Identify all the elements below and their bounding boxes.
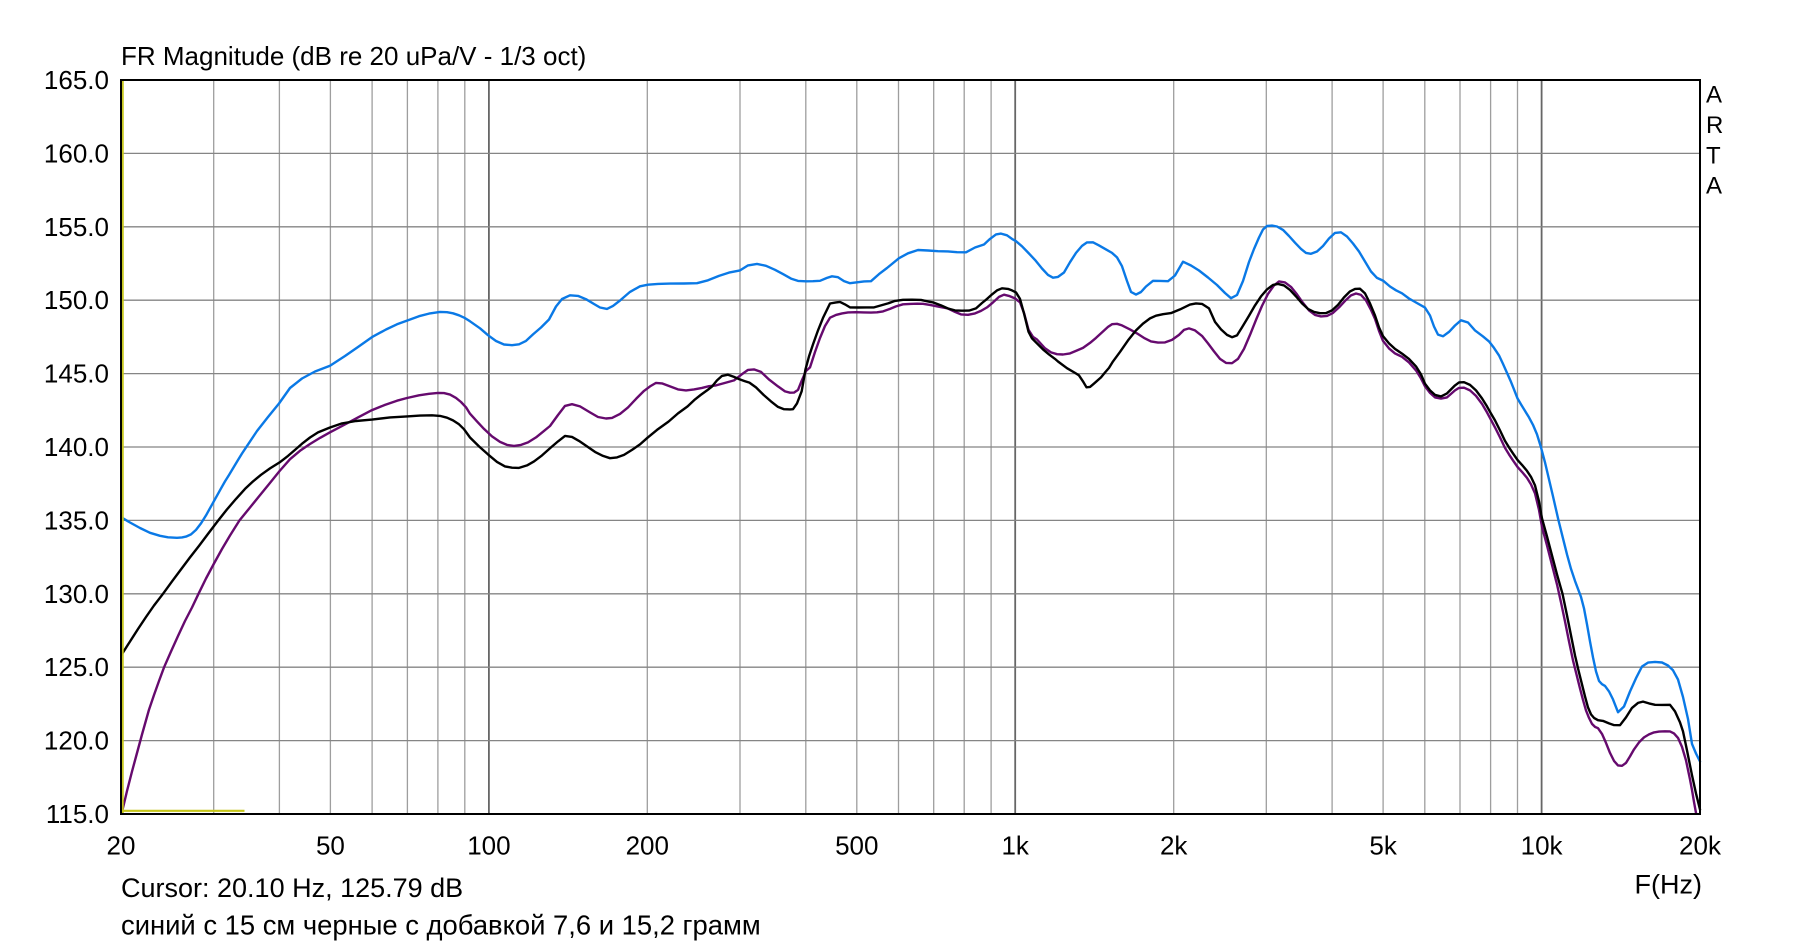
svg-text:145.0: 145.0	[44, 359, 109, 389]
svg-text:150.0: 150.0	[44, 285, 109, 315]
svg-text:120.0: 120.0	[44, 726, 109, 756]
svg-text:F(Hz): F(Hz)	[1635, 870, 1702, 900]
svg-text:5k: 5k	[1369, 831, 1397, 861]
svg-text:T: T	[1706, 142, 1721, 169]
svg-text:10k: 10k	[1521, 831, 1564, 861]
svg-text:50: 50	[316, 831, 345, 861]
svg-text:A: A	[1706, 82, 1722, 109]
svg-text:130.0: 130.0	[44, 579, 109, 609]
svg-text:155.0: 155.0	[44, 212, 109, 242]
svg-text:1k: 1k	[1001, 831, 1029, 861]
svg-text:2k: 2k	[1160, 831, 1188, 861]
svg-text:125.0: 125.0	[44, 652, 109, 682]
svg-text:20k: 20k	[1679, 831, 1722, 861]
svg-text:A: A	[1706, 173, 1722, 200]
svg-text:синий с 15 см черные с добавко: синий с 15 см черные с добавкой 7,6 и 15…	[121, 910, 761, 941]
svg-text:500: 500	[835, 831, 878, 861]
svg-text:Cursor: 20.10 Hz, 125.79 dB: Cursor: 20.10 Hz, 125.79 dB	[121, 873, 463, 903]
svg-text:160.0: 160.0	[44, 138, 109, 168]
svg-text:115.0: 115.0	[46, 799, 109, 829]
svg-text:165.0: 165.0	[44, 65, 109, 95]
svg-text:140.0: 140.0	[44, 432, 109, 462]
svg-text:20: 20	[107, 831, 136, 861]
svg-text:R: R	[1706, 112, 1723, 139]
svg-text:135.0: 135.0	[44, 505, 109, 535]
svg-text:100: 100	[467, 831, 510, 861]
svg-text:200: 200	[626, 831, 669, 861]
svg-text:FR Magnitude (dB re 20 uPa/V -: FR Magnitude (dB re 20 uPa/V - 1/3 oct)	[121, 41, 586, 71]
